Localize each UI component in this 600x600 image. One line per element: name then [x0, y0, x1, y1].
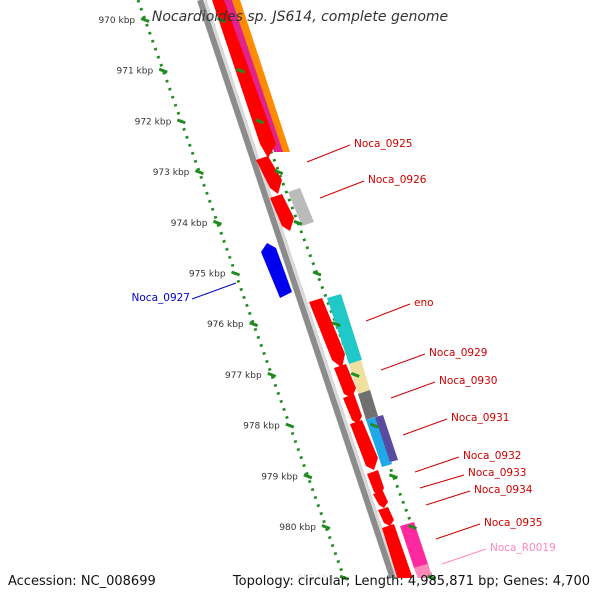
label-leader-line: [390, 381, 436, 399]
gene-label[interactable]: Noca_0931: [451, 412, 509, 424]
gene-label[interactable]: Noca_0935: [484, 517, 542, 529]
cds-arrow: [270, 194, 294, 231]
gene-noca0926-box: [288, 188, 314, 226]
label-leader-line: [425, 490, 471, 506]
label-leader-line: [435, 523, 481, 540]
tick-label: 981 kbp: [297, 574, 334, 584]
ruler-tick: [212, 219, 222, 226]
backbone: [203, 0, 400, 578]
map-title: Nocardioides sp. JS614, complete genome: [0, 9, 600, 25]
label-leader-line: [441, 548, 487, 565]
feature-track-magenta: [223, 0, 283, 152]
rna-noca-r0019: [414, 564, 433, 578]
label-leader-line: [419, 474, 465, 489]
cds-arrow: [212, 0, 276, 158]
gene-label[interactable]: Noca_0926: [368, 174, 427, 186]
tick-label: 977 kbp: [225, 371, 262, 381]
gene-noca0929-box: [349, 360, 370, 394]
ruler-tick: [267, 371, 277, 378]
cds-arrow: [343, 394, 362, 424]
ruler-tick: [194, 169, 204, 176]
label-leader-line: [414, 456, 460, 473]
tick-label: 979 kbp: [261, 472, 298, 482]
ruler-tick: [331, 321, 341, 328]
label-leader-line: [319, 180, 365, 199]
backbone-shadow: [197, 0, 396, 578]
gene-label[interactable]: Noca_0934: [474, 484, 533, 496]
tick-label: 980 kbp: [279, 523, 316, 533]
label-leader-line: [402, 418, 448, 436]
tick-label: 972 kbp: [135, 117, 172, 127]
ruler-tick: [350, 371, 360, 378]
genome-title: Nocardioides sp. JS614, complete genome: [151, 9, 449, 25]
gene-label[interactable]: Noca_0933: [468, 467, 526, 479]
gene-noca0931b-box: [375, 415, 398, 462]
feature-track-orange: [232, 0, 290, 152]
ruler-tick: [285, 422, 295, 429]
ruler-tick: [388, 473, 398, 480]
gene-label[interactable]: Noca_0930: [439, 375, 497, 387]
ruler-tick: [312, 270, 322, 277]
ruler-tick: [217, 17, 227, 23]
tick-label: 974 kbp: [171, 219, 208, 229]
tick-label: 970 kbp: [98, 16, 135, 26]
ruler-ticks: 970 kbp 971 kbp 972 kbp 973 kbp 974 kbp 975 k…: [98, 16, 437, 584]
ruler-tick: [255, 118, 265, 125]
gene-label[interactable]: Noca_0932: [463, 450, 521, 462]
label-leader-line: [191, 282, 237, 300]
tick-label: 978 kbp: [243, 422, 280, 432]
ruler-tick: [176, 118, 186, 125]
gene-noca0930-box: [358, 390, 378, 420]
cds-arrow: [382, 524, 413, 578]
gene-label[interactable]: eno: [414, 297, 434, 309]
ruler-tick: [427, 574, 437, 581]
gene-noca0935-box: [400, 522, 428, 568]
ruler-tick: [321, 524, 331, 530]
ruler-tick: [407, 524, 418, 530]
cds-arrow: [367, 470, 384, 496]
ruler-tick: [231, 270, 241, 277]
ruler-tick: [236, 67, 246, 74]
ruler-tick: [369, 422, 379, 429]
gene-eno-box: [327, 294, 362, 364]
ruler-tick: [249, 321, 259, 328]
tick-label: 971 kbp: [117, 67, 154, 77]
label-leader-line: [306, 144, 351, 163]
ruler-tick: [140, 17, 150, 23]
gene-noca0931-box: [366, 417, 392, 467]
ruler-tick: [303, 473, 313, 480]
gene-label[interactable]: Noca_0929: [429, 347, 487, 359]
tick-label: 975 kbp: [189, 270, 226, 280]
gene-label[interactable]: Noca_R0019: [490, 542, 556, 554]
ruler-tick: [293, 219, 303, 226]
tick-label: 976 kbp: [207, 320, 244, 330]
cds-arrow: [256, 156, 282, 194]
cds-arrow: [373, 491, 388, 508]
cds-arrow: [378, 507, 394, 526]
cds-arrow: [309, 298, 345, 368]
label-leader-line: [380, 353, 426, 371]
cds-arrow: [350, 420, 378, 470]
accession-text: Accession: NC_008699: [8, 574, 156, 589]
tick-label: 973 kbp: [153, 168, 190, 178]
topology-text: Topology: circular; Length: 4,985,871 bp…: [232, 574, 590, 589]
gene-noca0927-arrow: [261, 243, 292, 298]
gene-label[interactable]: Noca_0925: [354, 138, 412, 150]
gene-label[interactable]: Noca_0927: [132, 292, 190, 304]
gene-labels: Noca_0925 Noca_0926 Noca_0927 eno Noca_0929 N…: [132, 138, 556, 565]
cds-arrow: [334, 364, 356, 398]
ruler-tick: [339, 574, 349, 581]
ruler-tick: [158, 67, 168, 74]
ruler-tick: [274, 169, 284, 176]
label-leader-line: [365, 303, 411, 322]
